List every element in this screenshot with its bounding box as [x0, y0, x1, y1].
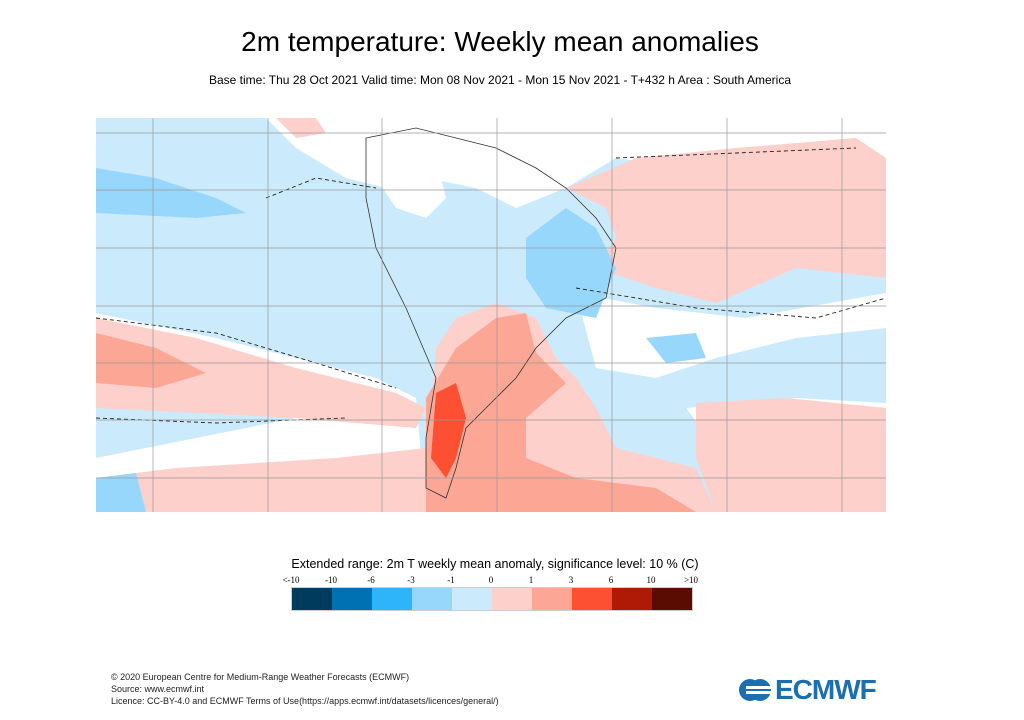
legend-tick: -6 [367, 575, 375, 585]
anomaly-map [96, 118, 886, 512]
warm-anomaly-zone [96, 448, 426, 512]
ecmwf-logo-icon [739, 679, 772, 701]
coastline [365, 127, 617, 499]
warm-anomaly-zone [96, 333, 206, 388]
legend-swatch [372, 588, 412, 610]
cold-anomaly-zone [96, 473, 146, 512]
warm-anomaly-zone [276, 118, 446, 218]
warm-anomaly-zone [96, 318, 426, 428]
footer: © 2020 European Centre for Medium-Range … [111, 671, 499, 707]
cold-anomaly-zone [646, 333, 706, 363]
legend-swatch [292, 588, 332, 610]
legend-swatch [532, 588, 572, 610]
source-text: Source: www.ecmwf.int [111, 684, 205, 694]
legend-tick: 10 [646, 575, 656, 585]
neutral-zone [266, 118, 886, 208]
legend-tick: -10 [325, 575, 337, 585]
graticule [96, 118, 886, 512]
legend-swatch [332, 588, 372, 610]
legend-swatch [492, 588, 532, 610]
cold-anomaly-zone [96, 168, 246, 218]
legend-tick: 1 [528, 575, 534, 585]
legend-tick: 6 [608, 575, 614, 585]
chart-subtitle: Base time: Thu 28 Oct 2021 Valid time: M… [209, 73, 791, 87]
legend-tick: >10 [683, 575, 699, 585]
warm-anomaly-zone [566, 138, 886, 303]
legend-colorbar [291, 587, 693, 611]
legend-tick: -1 [447, 575, 455, 585]
warm-anomaly-zone [696, 398, 886, 512]
legend-swatch [652, 588, 692, 610]
legend-swatch [612, 588, 652, 610]
legend-tick: 3 [568, 575, 574, 585]
legend-swatch [412, 588, 452, 610]
chart-title: 2m temperature: Weekly mean anomalies [241, 26, 759, 57]
warm-anomaly-zone [431, 383, 466, 478]
neutral-zone [576, 293, 886, 378]
copyright-text: © 2020 European Centre for Medium-Range … [111, 672, 410, 682]
legend-ticks: <-10 -10 -6 -3 -1 0 1 3 6 10 >10 [280, 575, 720, 587]
licence-text: Licence: CC-BY-4.0 and ECMWF Terms of Us… [111, 696, 499, 706]
legend-tick: -3 [407, 575, 415, 585]
legend-swatch [572, 588, 612, 610]
ecmwf-logo: ECMWF [738, 674, 877, 706]
legend-tick: 0 [488, 575, 494, 585]
legend-tick: <-10 [282, 575, 300, 585]
logo-text: ECMWF [775, 674, 877, 705]
legend-title: Extended range: 2m T weekly mean anomaly… [291, 557, 699, 571]
legend-swatch [452, 588, 492, 610]
